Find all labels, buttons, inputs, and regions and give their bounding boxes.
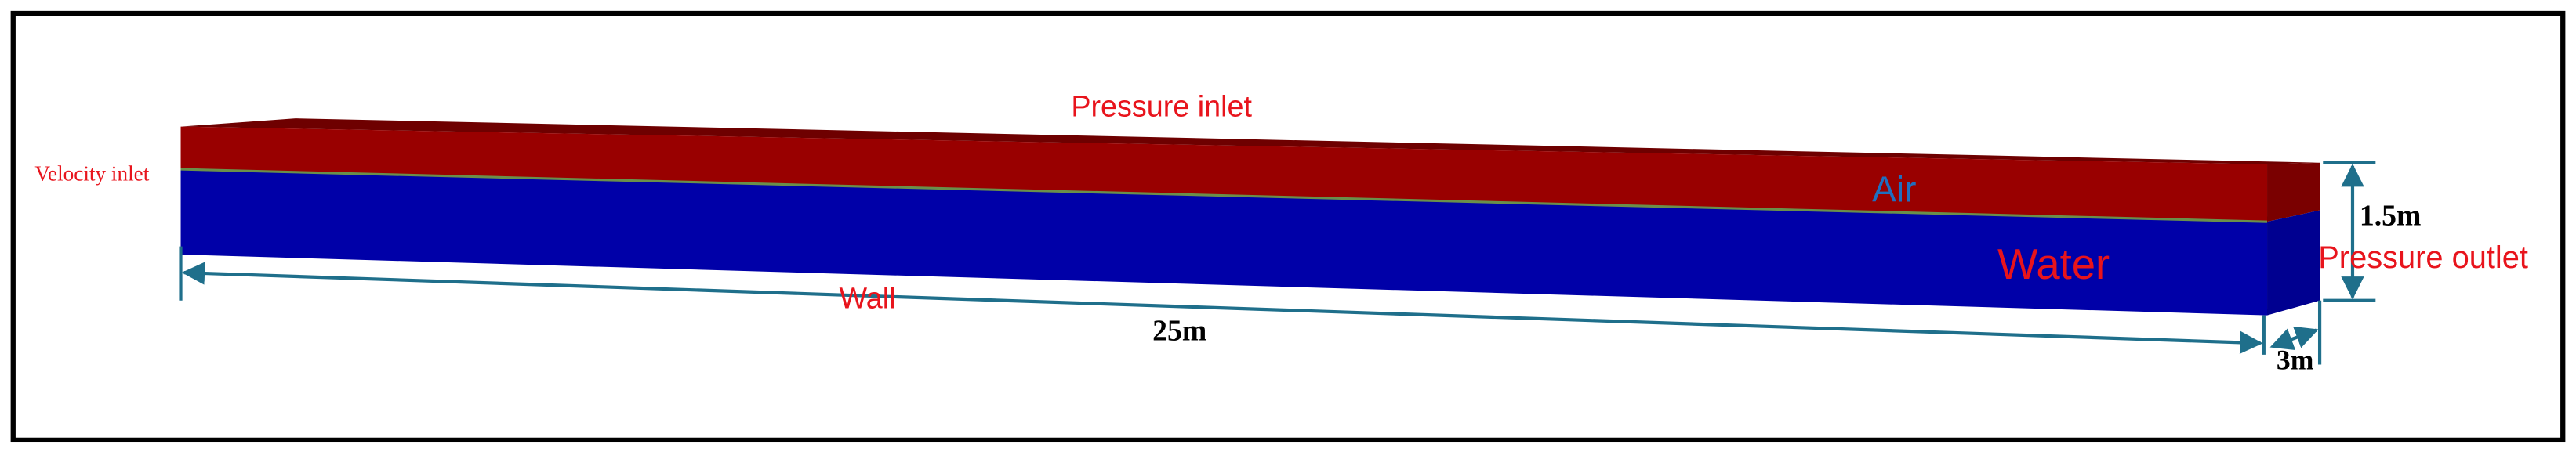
label: Wall: [840, 282, 896, 315]
interface: [180, 168, 2268, 223]
top-face: [180, 118, 2320, 164]
dimension: 25m: [1152, 314, 1206, 347]
dimension: 3m: [2277, 345, 2314, 376]
label: Water: [1997, 240, 2110, 288]
label: Velocity inlet: [34, 162, 149, 186]
label: Pressure outlet: [2318, 240, 2528, 275]
label: Air: [1872, 169, 1916, 210]
side-air: [2267, 162, 2320, 222]
length-line: [181, 262, 2263, 355]
dimension: 1.5m: [2360, 200, 2422, 233]
label: Pressure inlet: [1071, 90, 1252, 123]
width-line: [2269, 326, 2319, 351]
side-water: [2267, 210, 2320, 316]
air-layer: [180, 126, 2268, 222]
frame: [10, 10, 2566, 443]
